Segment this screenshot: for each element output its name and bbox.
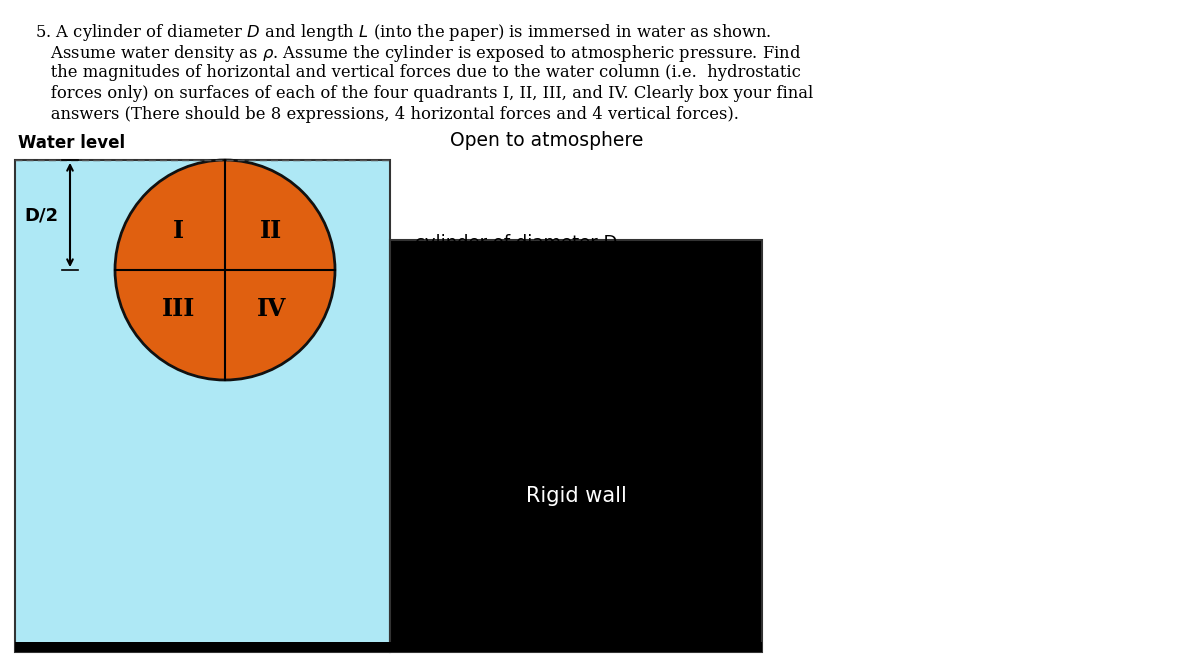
Text: the magnitudes of horizontal and vertical forces due to the water column (i.e.  : the magnitudes of horizontal and vertica… — [35, 64, 800, 81]
Text: Water level: Water level — [18, 134, 125, 152]
Circle shape — [115, 160, 335, 380]
Text: cylinder of diameter D: cylinder of diameter D — [415, 234, 618, 251]
Text: D/2: D/2 — [24, 206, 58, 224]
Text: II: II — [260, 218, 282, 243]
Bar — [15, 160, 390, 652]
Text: IV: IV — [257, 297, 286, 322]
Bar — [15, 642, 762, 652]
Text: III: III — [162, 297, 195, 322]
Text: Rigid wall: Rigid wall — [526, 486, 626, 506]
Text: answers (There should be 8 expressions, 4 horizontal forces and 4 vertical force: answers (There should be 8 expressions, … — [35, 106, 739, 123]
Bar — [390, 240, 762, 652]
Text: 5. A cylinder of diameter $D$ and length $L$ (into the paper) is immersed in wat: 5. A cylinder of diameter $D$ and length… — [35, 22, 772, 43]
Text: Open to atmosphere: Open to atmosphere — [450, 131, 644, 150]
Text: Assume water density as $\rho$. Assume the cylinder is exposed to atmospheric pr: Assume water density as $\rho$. Assume t… — [35, 43, 802, 64]
Text: forces only) on surfaces of each of the four quadrants I, II, III, and IV. Clear: forces only) on surfaces of each of the … — [35, 85, 813, 102]
Text: I: I — [173, 218, 185, 243]
Text: Length L into the paper: Length L into the paper — [415, 259, 626, 277]
